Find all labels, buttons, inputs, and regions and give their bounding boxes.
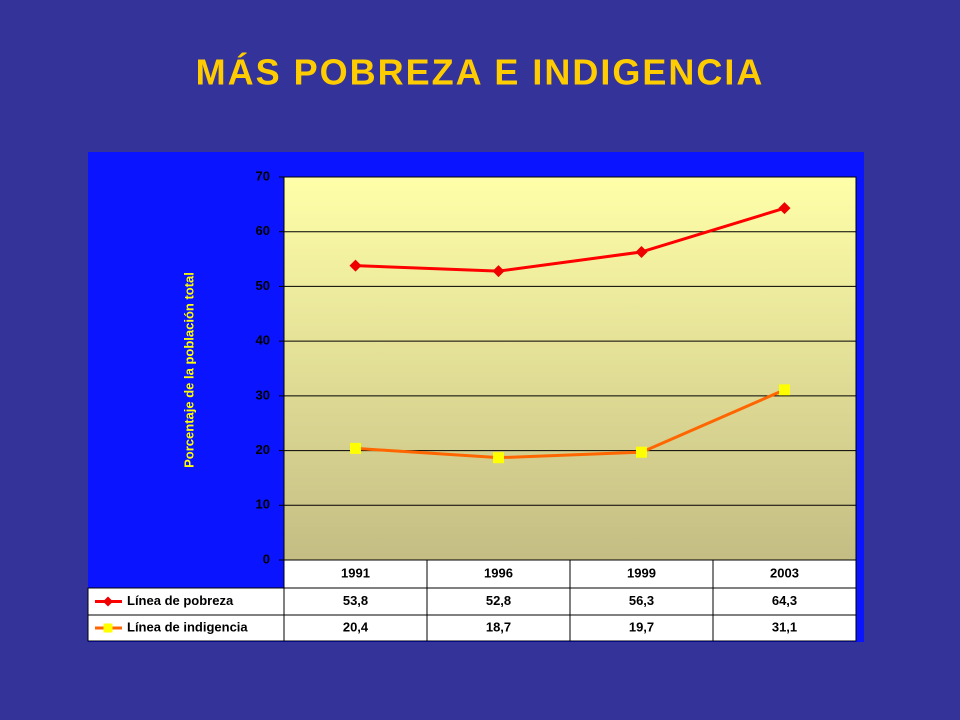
table-cell (426, 614, 571, 642)
series-line (355, 206, 785, 273)
table-cell (283, 559, 428, 589)
marker (492, 265, 505, 278)
marker (635, 245, 648, 258)
marker (349, 259, 362, 272)
legend-marker (103, 623, 113, 633)
data-label: 52,8 (486, 593, 511, 608)
plot-area (283, 176, 857, 561)
legend-marker (103, 596, 113, 607)
table-cell (283, 587, 428, 616)
table-cell (712, 587, 857, 616)
data-label: 56,3 (629, 593, 654, 608)
series-line (355, 388, 786, 460)
data-label: 20,4 (343, 619, 369, 634)
y-tick-label: 30 (256, 387, 270, 402)
table-cell (712, 559, 857, 589)
y-tick-label: 10 (256, 497, 270, 512)
table-cell (712, 614, 857, 642)
data-label: 19,7 (629, 619, 654, 634)
y-tick-label: 60 (256, 223, 270, 238)
table-cell (283, 614, 428, 642)
x-tick-label: 1999 (627, 565, 656, 580)
legend-label: Línea de pobreza (127, 593, 234, 608)
data-label: 31,1 (772, 619, 797, 634)
y-tick-label: 20 (256, 442, 270, 457)
table-cell (569, 587, 714, 616)
y-tick-label: 50 (256, 278, 270, 293)
table-cell (426, 559, 571, 589)
y-axis-label: Porcentaje de la población total (181, 272, 196, 468)
legend-label: Línea de indigencia (127, 619, 248, 634)
y-tick-label: 40 (256, 333, 270, 348)
data-label: 64,3 (772, 593, 797, 608)
table-cell (569, 559, 714, 589)
data-label: 53,8 (343, 593, 368, 608)
y-tick-label: 70 (256, 168, 270, 183)
chart-title: MÁS POBREZA E INDIGENCIA (196, 52, 765, 93)
marker (350, 442, 361, 454)
x-tick-label: 2003 (770, 565, 799, 580)
marker (493, 452, 504, 464)
marker (779, 384, 790, 396)
x-tick-label: 1996 (484, 565, 513, 580)
table-cell (569, 614, 714, 642)
marker (778, 202, 791, 215)
data-label: 18,7 (486, 619, 511, 634)
y-tick-label: 0 (263, 551, 270, 566)
marker (636, 446, 647, 458)
x-tick-label: 1991 (341, 565, 370, 580)
